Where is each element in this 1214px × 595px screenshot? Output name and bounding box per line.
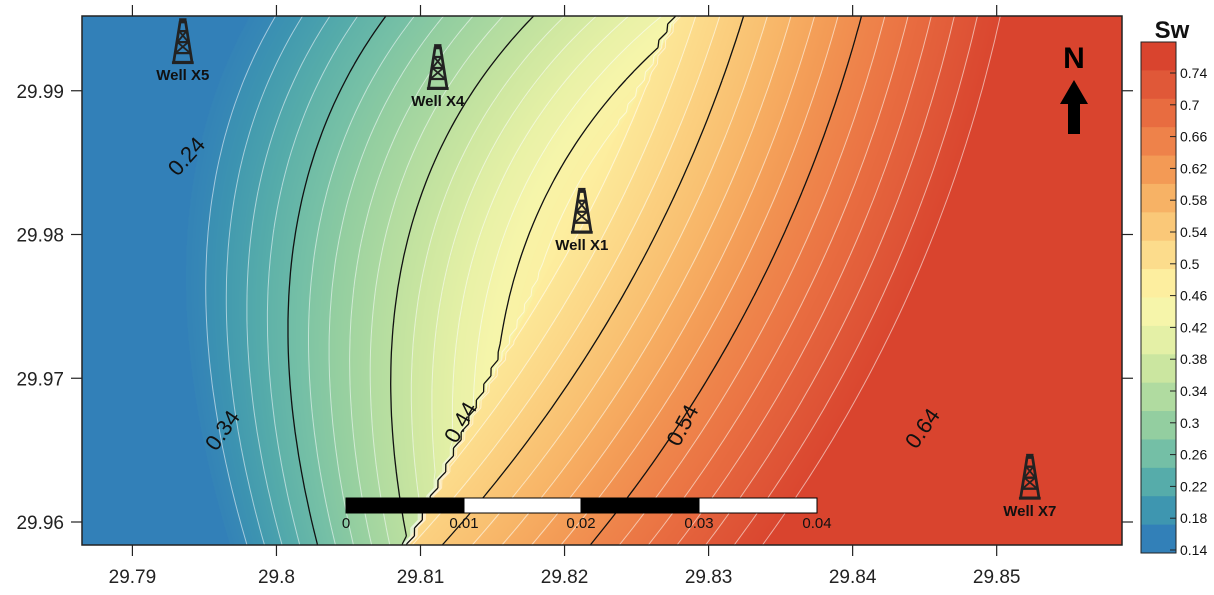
colorbar-swatch — [1141, 98, 1176, 128]
minor-contour-line — [225, 16, 304, 545]
scale-bar: 0 0.01 0.02 0.03 0.04 — [342, 497, 832, 532]
colorbar-label: 0.26 — [1180, 447, 1207, 463]
colorbar-frame — [1140, 41, 1177, 554]
colorbar-label: 0.5 — [1180, 256, 1200, 272]
colorbar-label: 0.58 — [1180, 192, 1207, 208]
x-tick-label: 29.85 — [973, 567, 1021, 588]
scale-label: 0.04 — [802, 515, 831, 532]
well-marker: Well X1 — [555, 186, 608, 254]
colorbar-label: 0.74 — [1180, 65, 1207, 81]
minor-contour-line — [408, 16, 697, 545]
sw-color-field — [82, 16, 1122, 545]
x-axis-labels: 29.79 29.8 29.81 29.82 29.83 29.84 29.85 — [109, 567, 1021, 588]
y-tick-label: 29.97 — [16, 369, 64, 390]
scale-label: 0 — [342, 515, 350, 532]
colorbar-label: 0.62 — [1180, 160, 1207, 176]
scale-segment — [580, 497, 700, 514]
colorbar-label: 0.14 — [1180, 542, 1207, 558]
colorbar-swatch — [1141, 212, 1176, 242]
north-arrow: N — [1060, 42, 1088, 134]
colorbar-label: 0.7 — [1180, 97, 1200, 113]
y-tick-label: 29.99 — [16, 82, 64, 103]
north-label: N — [1063, 42, 1085, 75]
colorbar-swatch — [1141, 240, 1176, 270]
y-tick-label: 29.98 — [16, 226, 64, 247]
minor-contour-line — [405, 16, 663, 545]
y-axis-labels: 29.99 29.98 29.97 29.96 — [16, 82, 64, 534]
x-tick-label: 29.82 — [541, 567, 589, 588]
well-label: Well X1 — [555, 237, 608, 254]
colorbar-labels: 0.74 0.7 0.66 0.62 0.58 0.54 0.5 0.46 0.42 0.38 0.… — [1180, 65, 1207, 558]
minor-contour-line — [407, 16, 682, 545]
y-tick-label: 29.96 — [16, 513, 64, 534]
colorbar — [1140, 41, 1177, 554]
x-tick-label: 29.8 — [258, 567, 295, 588]
colorbar-label: 0.38 — [1180, 351, 1207, 367]
well-label: Well X4 — [411, 93, 465, 110]
north-arrow-icon — [1060, 80, 1088, 134]
well-label: Well X7 — [1003, 503, 1056, 520]
legend-title: Sw — [1155, 17, 1190, 44]
colorbar-swatch — [1141, 183, 1176, 213]
colorbar-swatch — [1141, 411, 1176, 440]
major-contour-lines — [287, 16, 863, 545]
colorbar-swatch — [1141, 354, 1176, 384]
colorbar-label: 0.42 — [1180, 319, 1207, 335]
x-tick-label: 29.84 — [829, 567, 877, 588]
colorbar-swatch — [1141, 297, 1176, 327]
axis-ticks — [71, 5, 1133, 556]
major-contour-line — [390, 16, 535, 545]
colorbar-label: 0.46 — [1180, 288, 1207, 304]
well-marker: Well X7 — [1003, 452, 1056, 520]
minor-contour-line — [406, 16, 679, 545]
colorbar-swatch — [1141, 524, 1176, 554]
colorbar-label: 0.66 — [1180, 129, 1207, 145]
major-contour-line — [405, 16, 677, 545]
minor-contour-line — [205, 16, 277, 545]
colorbar-label: 0.34 — [1180, 383, 1207, 399]
colorbar-swatch — [1141, 42, 1176, 71]
colorbar-swatch — [1141, 155, 1176, 185]
scale-label: 0.03 — [684, 515, 713, 532]
minor-contour-line — [308, 16, 415, 545]
scale-segment — [698, 497, 818, 514]
minor-contour-line — [266, 16, 359, 545]
colorbar-label: 0.3 — [1180, 415, 1200, 431]
minor-contour-line — [403, 16, 597, 545]
minor-contour-line — [530, 16, 816, 545]
colorbar-swatch — [1141, 382, 1176, 412]
minor-contour-lines — [205, 16, 1001, 545]
plot-frame — [81, 15, 1123, 546]
colorbar-swatch — [1141, 467, 1176, 497]
minor-contour-line — [246, 16, 331, 545]
colorbar-swatch — [1141, 269, 1176, 298]
scale-segment — [345, 497, 465, 514]
colorbar-swatch — [1141, 127, 1176, 157]
x-tick-label: 29.79 — [109, 567, 157, 588]
wells: Well X5 Well X4 Well X1 Well X7 — [156, 17, 1056, 520]
x-tick-label: 29.81 — [397, 567, 445, 588]
well-marker: Well X5 — [156, 17, 209, 84]
well-label: Well X5 — [156, 67, 209, 84]
minor-contour-line — [369, 16, 504, 545]
minor-contour-line — [402, 16, 566, 545]
scale-segment — [463, 497, 582, 514]
minor-contour-line — [404, 16, 630, 545]
x-tick-label: 29.83 — [685, 567, 733, 588]
colorbar-swatch — [1141, 70, 1176, 100]
major-contour-line — [287, 16, 387, 545]
scale-label: 0.02 — [566, 515, 595, 532]
colorbar-swatch — [1141, 496, 1176, 526]
minor-contour-line — [328, 16, 444, 545]
colorbar-swatch — [1141, 325, 1176, 355]
colorbar-label: 0.18 — [1180, 510, 1207, 526]
colorbar-label: 0.22 — [1180, 478, 1207, 494]
colorbar-swatch — [1141, 439, 1176, 469]
scale-label: 0.01 — [449, 515, 478, 532]
colorbar-label: 0.54 — [1180, 224, 1207, 240]
well-marker: Well X4 — [411, 43, 465, 110]
